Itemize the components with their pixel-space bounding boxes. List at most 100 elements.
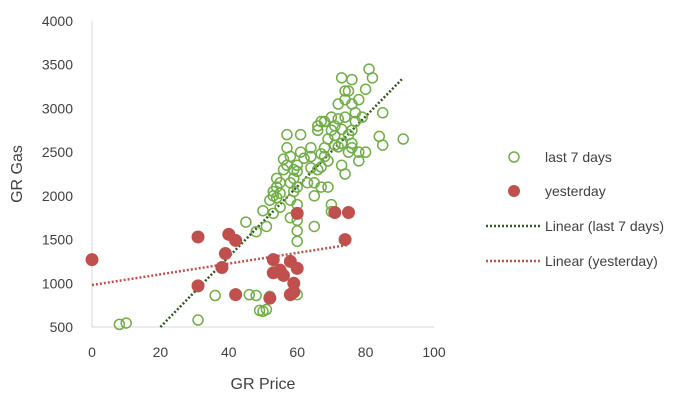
y-tick-label: 3000	[42, 100, 73, 116]
point-last-7-days	[342, 85, 355, 97]
point-last-7-days	[353, 146, 365, 158]
point-yesterday	[290, 206, 304, 220]
point-last-7-days	[291, 159, 303, 172]
point-yesterday	[191, 230, 205, 244]
point-last-7-days	[308, 220, 321, 233]
point-last-7-days	[339, 85, 351, 97]
point-last-7-days	[315, 181, 327, 193]
legend-label-last-7-days: last 7 days	[545, 149, 612, 165]
point-last-7-days	[315, 115, 327, 128]
point-yesterday	[218, 247, 232, 261]
point-yesterday	[191, 279, 205, 293]
point-last-7-days	[376, 107, 389, 119]
point-last-7-days	[332, 141, 344, 153]
y-tick-label: 3500	[42, 57, 73, 73]
legend-marker-last-7-days	[508, 151, 520, 163]
point-last-7-days	[250, 289, 262, 302]
point-last-7-days	[120, 317, 132, 329]
x-tick-label: 0	[88, 344, 96, 360]
legend-label-linear-yesterday: Linear (yesterday)	[545, 253, 658, 269]
legend-label-linear-last-7-days: Linear (last 7 days)	[545, 218, 664, 234]
point-last-7-days	[311, 163, 324, 176]
point-last-7-days	[359, 83, 372, 95]
legend-marker-yesterday	[508, 185, 520, 197]
point-last-7-days	[281, 128, 293, 141]
point-yesterday	[277, 268, 291, 282]
x-axis-ticks: 0 20 40 60 80 100	[88, 344, 446, 360]
legend-item-linear-yesterday: Linear (yesterday)	[486, 253, 658, 269]
point-last-7-days	[301, 176, 314, 189]
point-last-7-days	[277, 153, 290, 165]
point-last-7-days	[359, 146, 372, 158]
point-last-7-days	[291, 165, 303, 178]
point-last-7-days	[315, 161, 327, 173]
point-last-7-days	[260, 303, 273, 316]
point-last-7-days	[335, 72, 348, 84]
x-tick-label: 100	[422, 344, 446, 360]
point-last-7-days	[339, 111, 351, 123]
point-last-7-days	[274, 201, 286, 213]
legend: last 7 days yesterday Linear (last 7 day…	[486, 149, 664, 269]
y-axis-ticks: 500 1000 1500 2000 2500 3000 3500 4000	[42, 13, 73, 335]
point-last-7-days	[353, 93, 365, 106]
point-last-7-days	[267, 207, 280, 220]
point-last-7-days	[339, 168, 351, 180]
x-tick-label: 40	[221, 344, 237, 360]
point-last-7-days	[305, 142, 317, 154]
point-last-7-days	[315, 148, 327, 160]
point-last-7-days	[250, 225, 262, 238]
point-last-7-days	[294, 128, 307, 141]
point-last-7-days	[397, 133, 409, 145]
point-last-7-days	[353, 155, 365, 167]
y-tick-label: 4000	[42, 13, 73, 29]
point-yesterday	[229, 288, 243, 302]
point-last-7-days	[366, 72, 379, 84]
point-last-7-days	[291, 235, 303, 248]
legend-item-linear-last-7-days: Linear (last 7 days)	[486, 218, 664, 234]
point-last-7-days	[356, 111, 368, 123]
point-last-7-days	[209, 289, 221, 302]
point-last-7-days	[346, 73, 358, 86]
point-last-7-days	[332, 113, 344, 125]
point-last-7-days	[294, 146, 307, 158]
point-last-7-days	[257, 204, 269, 217]
point-yesterday	[229, 233, 243, 247]
point-last-7-days	[243, 288, 256, 301]
point-yesterday	[338, 233, 352, 247]
series-last-7-days	[113, 63, 409, 331]
point-last-7-days	[260, 220, 273, 233]
legend-label-yesterday: yesterday	[545, 183, 606, 199]
point-yesterday	[215, 261, 229, 275]
point-last-7-days	[240, 216, 252, 228]
point-last-7-days	[298, 152, 310, 165]
point-yesterday	[263, 291, 277, 305]
point-yesterday	[328, 205, 342, 219]
point-yesterday	[266, 253, 280, 267]
y-tick-label: 1500	[42, 232, 73, 248]
point-yesterday	[283, 288, 297, 302]
point-last-7-days	[284, 150, 297, 163]
point-yesterday	[85, 253, 99, 267]
series-yesterday	[85, 205, 355, 305]
y-tick-label: 2000	[42, 188, 73, 204]
point-last-7-days	[322, 181, 334, 193]
point-last-7-days	[305, 150, 317, 163]
point-last-7-days	[322, 155, 334, 167]
point-last-7-days	[376, 139, 389, 151]
point-yesterday	[290, 261, 304, 275]
plot-area	[91, 21, 434, 328]
y-tick-label: 500	[50, 319, 74, 335]
point-last-7-days	[274, 187, 286, 199]
legend-item-last-7-days: last 7 days	[508, 149, 612, 165]
x-tick-label: 60	[289, 344, 305, 360]
series-layer	[85, 63, 409, 331]
point-last-7-days	[291, 225, 303, 237]
point-last-7-days	[113, 318, 126, 331]
point-last-7-days	[291, 181, 303, 193]
point-yesterday	[287, 276, 301, 290]
point-last-7-days	[308, 190, 321, 202]
point-last-7-days	[329, 120, 341, 132]
y-tick-label: 2500	[42, 144, 73, 160]
x-tick-label: 80	[358, 344, 374, 360]
